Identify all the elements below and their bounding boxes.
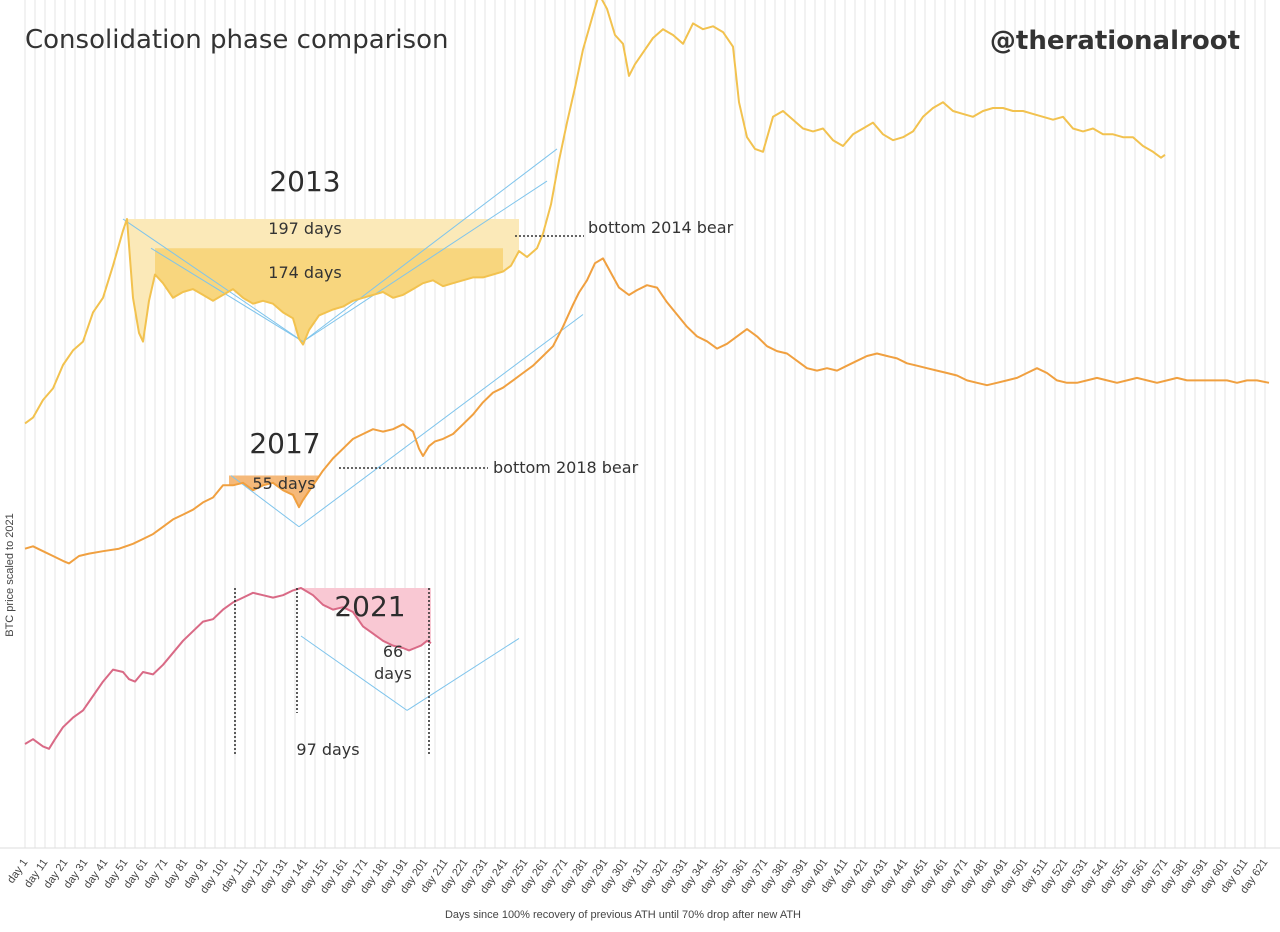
- guide-2013-b: [302, 148, 558, 343]
- series-line-2017: [24, 257, 1270, 565]
- fill-2021-66-days: [303, 588, 431, 651]
- label-year-2021: 2021: [334, 590, 405, 623]
- label-97-days: 97 days: [296, 740, 359, 759]
- label-66: 66: [383, 642, 403, 661]
- label-174-days: 174 days: [268, 263, 341, 282]
- fill-2013-174-days: [155, 248, 503, 345]
- consolidation-fills: [127, 219, 519, 651]
- series-line-2013: [24, 0, 1166, 425]
- author-handle: @therationalroot: [990, 26, 1240, 56]
- guide-2013-a: [122, 218, 304, 343]
- chart-title: Consolidation phase comparison: [25, 25, 448, 55]
- series-line-2021: [24, 587, 432, 750]
- guide-lines: [122, 148, 584, 711]
- guide-2021-b: [406, 637, 520, 711]
- vertical-gridlines: [0, 0, 1280, 849]
- label-year-2013: 2013: [269, 165, 340, 198]
- label-55-days: 55 days: [252, 474, 315, 493]
- label-197-days: 197 days: [268, 219, 341, 238]
- guide-2013-d: [302, 180, 548, 343]
- label-bottom-2018-bear: bottom 2018 bear: [493, 458, 639, 477]
- guide-2013-c: [150, 247, 304, 343]
- guide-2021-a: [300, 635, 408, 711]
- fill-2017-55-days: [229, 475, 339, 508]
- label-bottom-2014-bear: bottom 2014 bear: [588, 218, 734, 237]
- x-axis-title: Days since 100% recovery of previous ATH…: [445, 909, 801, 921]
- dotted-markers: [234, 235, 584, 755]
- y-axis-title: BTC price scaled to 2021: [4, 513, 16, 637]
- label-66-days: days: [374, 664, 412, 683]
- guide-2017-a: [230, 475, 300, 528]
- label-year-2017: 2017: [249, 427, 320, 460]
- price-series: [24, 0, 1270, 750]
- guide-2017-b: [298, 314, 584, 528]
